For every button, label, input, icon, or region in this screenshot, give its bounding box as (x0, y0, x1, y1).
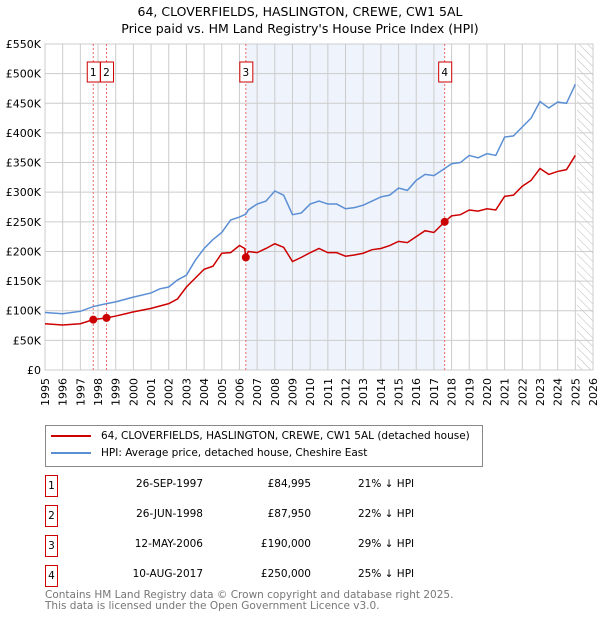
series-line (44, 155, 576, 326)
x-tick-label: 2026 (587, 378, 600, 406)
x-tick-label: 2021 (499, 378, 512, 406)
sale-marker-box (438, 61, 453, 83)
sale-hpi-diff: 29% ↓ HPI (358, 538, 415, 550)
forecast-hatch (577, 44, 593, 370)
x-tick-label: 2000 (127, 378, 140, 406)
x-tick-label: 2008 (269, 378, 282, 406)
sale-price: £250,000 (260, 568, 311, 580)
sale-row: 1 26-SEP-1997 £84,995 21% ↓ HPI (45, 475, 600, 497)
x-tick-label: 2007 (251, 378, 264, 406)
x-tick-label: 2009 (286, 378, 299, 406)
sale-number: 1 (45, 475, 58, 497)
x-tick-label: 2024 (552, 378, 565, 406)
legend-label: 64, CLOVERFIELDS, HASLINGTON, CREWE, CW1… (101, 430, 470, 442)
sale-row: 4 10-AUG-2017 £250,000 25% ↓ HPI (45, 565, 600, 587)
x-tick-label: 2012 (340, 378, 353, 406)
y-tick-label: £250K (6, 216, 42, 229)
price-chart: 1995 1996 1997 1998 1999 2000 2001 2002 2003 2004… (6, 38, 600, 406)
sale-number: 4 (45, 565, 58, 587)
x-tick-label: 1997 (74, 378, 87, 406)
sale-row: 3 12-MAY-2006 £190,000 29% ↓ HPI (45, 535, 600, 557)
x-tick-label: 2003 (180, 378, 193, 406)
x-tick-label: 2010 (304, 378, 317, 406)
legend: 64, CLOVERFIELDS, HASLINGTON, CREWE, CW1… (45, 425, 483, 467)
sale-marker-label: 3 (242, 67, 249, 79)
sale-point (241, 253, 250, 262)
y-tick-label: £400K (6, 127, 42, 140)
y-tick-label: £100K (6, 305, 42, 318)
y-tick-label: £450K (6, 97, 42, 110)
sale-price: £87,950 (267, 508, 311, 520)
sale-price: £84,995 (267, 478, 311, 490)
sale-point (102, 313, 111, 322)
x-tick-label: 2023 (534, 378, 547, 406)
x-tick-label: 2011 (322, 378, 335, 406)
x-tick-label: 2022 (516, 378, 529, 406)
x-tick-label: 2004 (198, 378, 211, 406)
y-tick-label: £300K (6, 186, 42, 199)
x-tick-label: 2017 (428, 378, 441, 406)
x-tick-label: 2002 (163, 378, 176, 406)
x-tick-label: 2018 (446, 378, 459, 406)
y-tick-label: £50K (13, 334, 42, 347)
sale-row: 2 26-JUN-1998 £87,950 22% ↓ HPI (45, 505, 600, 527)
x-tick-label: 2025 (569, 378, 582, 406)
sale-marker-label: 1 (90, 67, 97, 79)
sale-number: 2 (45, 505, 58, 527)
sale-hpi-diff: 25% ↓ HPI (358, 568, 415, 580)
footer-line: This data is licensed under the Open Gov… (45, 600, 380, 612)
sale-marker-label: 2 (103, 67, 110, 79)
x-tick-label: 2014 (375, 378, 388, 406)
sale-marker-label: 4 (441, 67, 448, 79)
legend-swatch-blue (51, 452, 91, 454)
x-tick-label: 1996 (57, 378, 70, 406)
x-tick-label: 2006 (233, 378, 246, 406)
sale-date: 26-SEP-1997 (135, 478, 203, 490)
sale-date: 12-MAY-2006 (134, 538, 203, 550)
chart-subtitle: Price paid vs. HM Land Registry's House … (121, 21, 479, 36)
sale-number: 3 (45, 535, 58, 557)
plot-frame (44, 43, 594, 371)
y-tick-label: £550K (6, 38, 42, 51)
y-tick-label: £200K (6, 245, 42, 258)
sale-date: 26-JUN-1998 (136, 508, 203, 520)
y-tick-label: £150K (6, 275, 42, 288)
legend-label: HPI: Average price, detached house, Ches… (101, 447, 368, 459)
x-tick-label: 2020 (481, 378, 494, 406)
x-tick-label: 1999 (110, 378, 123, 406)
x-tick-label: 2015 (393, 378, 406, 406)
x-tick-label: 1995 (39, 378, 52, 406)
legend-swatch-red (51, 435, 91, 437)
sale-price: £190,000 (260, 538, 311, 550)
x-tick-label: 2016 (410, 378, 423, 406)
y-tick-label: £350K (6, 157, 42, 170)
sale-hpi-diff: 22% ↓ HPI (358, 508, 415, 520)
series-line (44, 83, 577, 315)
legend-item-hpi: HPI: Average price, detached house, Ches… (51, 447, 367, 459)
x-tick-label: 1998 (92, 378, 105, 406)
x-tick-label: 2001 (145, 378, 158, 406)
sale-point (89, 315, 98, 324)
footer: Contains HM Land Registry data © Crown c… (45, 590, 453, 612)
x-tick-label: 2019 (463, 378, 476, 406)
sale-marker-box (100, 61, 115, 83)
y-tick-label: £0 (27, 364, 41, 377)
sale-marker-box (239, 61, 254, 83)
x-tick-label: 2013 (357, 378, 370, 406)
chart-title: 64, CLOVERFIELDS, HASLINGTON, CREWE, CW1… (137, 4, 463, 19)
sale-date: 10-AUG-2017 (132, 568, 203, 580)
x-tick-label: 2005 (216, 378, 229, 406)
sale-point (440, 217, 449, 226)
legend-item-property: 64, CLOVERFIELDS, HASLINGTON, CREWE, CW1… (51, 430, 470, 442)
sale-hpi-diff: 21% ↓ HPI (358, 478, 415, 490)
y-tick-label: £500K (6, 68, 42, 81)
footer-line: Contains HM Land Registry data © Crown c… (45, 589, 454, 601)
